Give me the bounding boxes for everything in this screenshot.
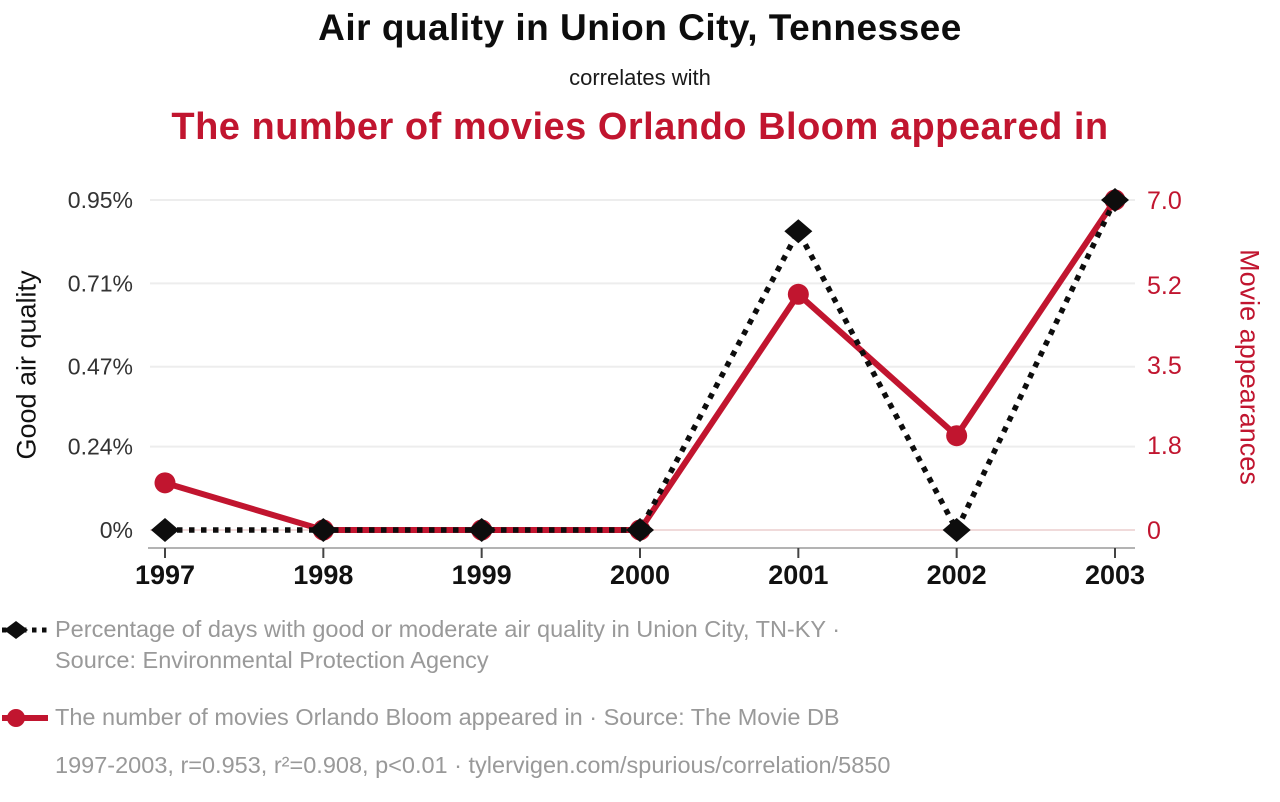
legend: Percentage of days with good or moderate… (2, 614, 1228, 781)
chart-plot-area: 1997 1998 1999 2000 2001 2002 2003 0% 0.24% 0.47%… (68, 187, 1182, 590)
stats-and-source-line: 1997-2003, r=0.953, r²=0.908, p<0.01 · t… (55, 752, 891, 778)
air-quality-series-point (1101, 188, 1129, 212)
secondary-title: The number of movies Orlando Bloom appea… (171, 106, 1109, 148)
left-axis-tick-label: 0.71% (68, 270, 133, 296)
x-axis-tick-label: 1998 (293, 560, 353, 590)
movies-series-point (154, 472, 176, 494)
air-quality-series-point (151, 518, 179, 542)
right-axis-tick-label: 7.0 (1147, 187, 1182, 215)
legend-item-movie-appearances: The number of movies Orlando Bloom appea… (2, 702, 1228, 733)
right-axis-tick-label: 1.8 (1147, 432, 1182, 460)
legend-text-movie-appearances: The number of movies Orlando Bloom appea… (55, 702, 840, 733)
x-axis-tick-label: 2002 (927, 560, 987, 590)
air-quality-series-point (467, 518, 496, 542)
left-axis-tick-label: 0.47% (68, 354, 133, 380)
x-axis-tick-label: 2001 (768, 560, 828, 590)
x-axis-tick-label: 2000 (610, 560, 670, 590)
page-title: Air quality in Union City, Tennessee (318, 7, 962, 48)
legend-item-air-quality: Percentage of days with good or moderate… (2, 614, 1228, 676)
movies-series-point (946, 425, 968, 447)
legend-line: Percentage of days with good or moderate… (55, 616, 841, 642)
air-quality-series-point (626, 518, 654, 542)
left-axis-tick-label: 0.24% (68, 434, 133, 460)
x-axis-tick-label: 2003 (1085, 560, 1145, 590)
left-axis-tick-label: 0.95% (68, 187, 133, 213)
x-axis-tick-label: 1999 (452, 560, 512, 590)
air-quality-series-point (309, 518, 338, 542)
left-axis-tick-label: 0% (100, 517, 133, 543)
right-axis-tick-label: 3.5 (1147, 352, 1182, 380)
air-quality-series-point (784, 219, 813, 244)
air-quality-series-point (942, 518, 971, 542)
legend-line: Source: Environmental Protection Agency (55, 647, 489, 673)
movies-series-line (162, 197, 1118, 533)
movies-series-point (787, 283, 809, 305)
air-quality-series-line (165, 198, 1118, 533)
right-axis-tick-label: 5.2 (1147, 272, 1182, 300)
x-axis-tick-label: 1997 (135, 560, 195, 590)
legend-line: The number of movies Orlando Bloom appea… (55, 704, 840, 730)
movies-series-marker-icon (2, 709, 48, 727)
right-axis-tick-label: 0 (1147, 517, 1161, 545)
legend-text-air-quality: Percentage of days with good or moderate… (55, 614, 840, 676)
title-connector: correlates with (569, 65, 711, 90)
air-quality-series-marker-icon (2, 621, 48, 639)
